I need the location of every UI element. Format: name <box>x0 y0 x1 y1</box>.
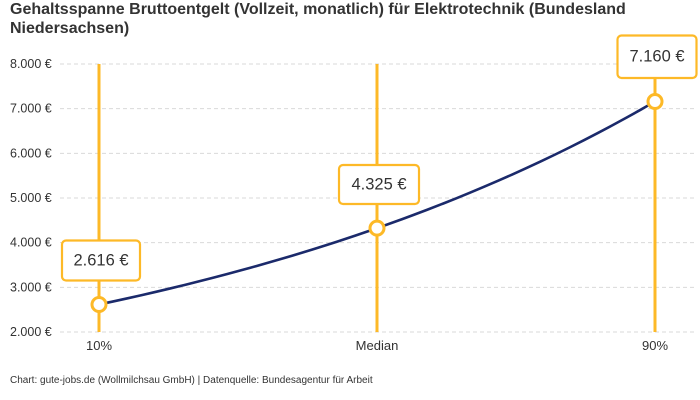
svg-text:8.000 €: 8.000 € <box>10 57 52 71</box>
svg-text:10%: 10% <box>86 338 112 353</box>
svg-text:4.000 €: 4.000 € <box>10 236 52 250</box>
svg-text:7.000 €: 7.000 € <box>10 102 52 116</box>
svg-text:4.325 €: 4.325 € <box>351 176 406 194</box>
svg-text:5.000 €: 5.000 € <box>10 191 52 205</box>
svg-text:6.000 €: 6.000 € <box>10 146 52 160</box>
svg-text:2.616 €: 2.616 € <box>73 252 128 270</box>
svg-text:3.000 €: 3.000 € <box>10 280 52 294</box>
svg-text:2.000 €: 2.000 € <box>10 325 52 339</box>
svg-text:7.160 €: 7.160 € <box>629 48 684 66</box>
svg-text:90%: 90% <box>642 338 668 353</box>
svg-text:Median: Median <box>356 338 399 353</box>
